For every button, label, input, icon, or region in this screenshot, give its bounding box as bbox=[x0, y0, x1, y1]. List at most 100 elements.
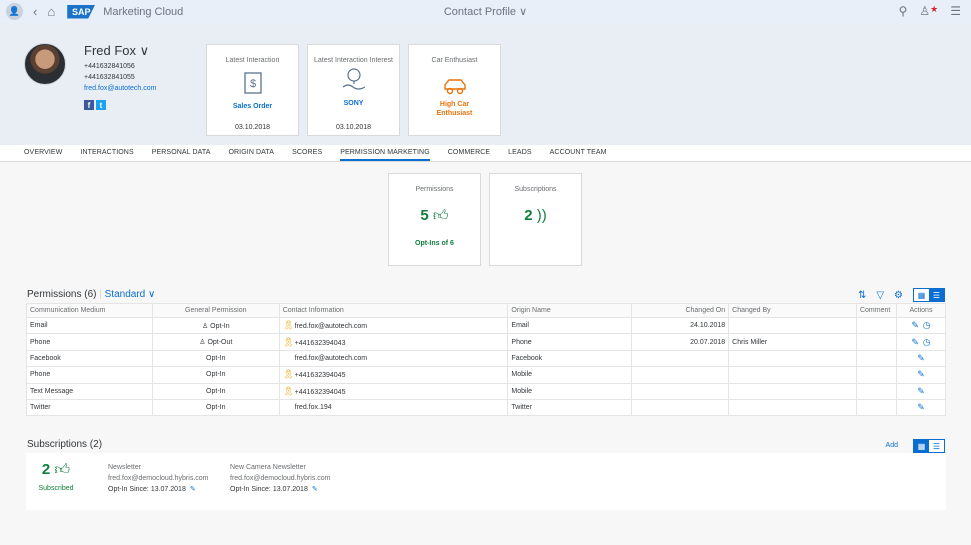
chevron-down-icon[interactable]: ∨ bbox=[519, 6, 528, 18]
edit-icon[interactable]: ✎ bbox=[917, 385, 925, 396]
subscription-item[interactable]: New Camera Newsletter fred.fox@democloud… bbox=[230, 462, 330, 495]
variant-selector[interactable]: Standard ∨ bbox=[104, 289, 156, 300]
column-header[interactable]: Changed On bbox=[631, 303, 730, 318]
table-row[interactable]: Facebook Opt-In fred.fox@autotech.com Face… bbox=[26, 349, 947, 368]
latest-interest-card[interactable]: Latest Interaction Interest SONY 03.10.2… bbox=[307, 44, 400, 136]
notifications-icon[interactable]: ♙★ bbox=[919, 4, 939, 18]
permissions-tile[interactable]: Permissions 5 👍︎ Opt-Ins of 6 bbox=[388, 173, 481, 266]
table-row[interactable]: Email ♙ Opt-In 🎗︎ fred.fox@autotech.com Ema… bbox=[26, 316, 947, 335]
list-view-icon[interactable]: ☰ bbox=[929, 289, 944, 301]
twitter-icon[interactable]: t bbox=[96, 100, 106, 110]
latest-interaction-card[interactable]: Latest Interaction $ Sales Order 03.10.2… bbox=[206, 44, 299, 136]
tab-leads[interactable]: LEADS bbox=[508, 149, 532, 156]
menu-icon[interactable]: ☰ bbox=[950, 4, 961, 18]
tab-commerce[interactable]: COMMERCE bbox=[447, 149, 491, 156]
changed-by-text: Chris Miller bbox=[732, 338, 768, 346]
facebook-icon[interactable]: f bbox=[84, 100, 94, 110]
page-title[interactable]: Contact Profile bbox=[443, 6, 517, 18]
sort-icon[interactable]: ⇅ bbox=[857, 289, 867, 301]
cell-medium: Facebook bbox=[26, 349, 153, 368]
person-icon: ♙ bbox=[199, 339, 206, 347]
medium-text: Text Message bbox=[30, 387, 74, 395]
edit-icon[interactable]: ✎ bbox=[917, 352, 925, 363]
tab-account-team[interactable]: ACCOUNT TEAM bbox=[549, 149, 607, 156]
page-title-menu[interactable]: Contact Profile ∨ bbox=[0, 5, 971, 18]
settings-icon[interactable]: ⚙ bbox=[894, 289, 903, 301]
tab-permission-marketing[interactable]: PERMISSION MARKETING bbox=[340, 145, 430, 161]
variant-label[interactable]: Standard bbox=[104, 289, 146, 300]
subscribed-value: 2 👍︎ bbox=[36, 461, 76, 479]
history-icon[interactable]: ◷ bbox=[922, 320, 931, 331]
cell-changed-by bbox=[728, 398, 857, 417]
cell-contact: 🎗︎ +441632394043 bbox=[278, 333, 509, 351]
edit-icon[interactable]: ✎ bbox=[917, 402, 925, 413]
contact-phone-1: +441632841056 bbox=[84, 63, 135, 70]
car-icon bbox=[409, 77, 500, 98]
tile-value: 2 )) bbox=[490, 207, 581, 224]
cell-comment bbox=[855, 316, 897, 335]
ribbon-icon: 🎗︎ bbox=[282, 369, 295, 380]
medium-text: Facebook bbox=[30, 354, 61, 362]
table-row[interactable]: Phone Opt-In 🎗︎ +441632394045 Mobile ✎ bbox=[26, 366, 947, 384]
cell-medium: Phone bbox=[26, 333, 153, 351]
grid-view-icon[interactable]: ▦ bbox=[914, 440, 929, 452]
document-dollar-icon: $ bbox=[207, 72, 298, 97]
grid-view-icon[interactable]: ▦ bbox=[914, 289, 929, 301]
sap-logo: SAP bbox=[67, 4, 96, 19]
edit-icon[interactable]: ✎ bbox=[911, 336, 919, 347]
cell-changed-by: Chris Miller bbox=[728, 333, 857, 351]
chevron-down-icon[interactable]: ∨ bbox=[139, 43, 150, 58]
cell-contact: fred.fox@autotech.com bbox=[278, 349, 509, 368]
tile-value-number: 5 bbox=[420, 207, 429, 224]
table-row[interactable]: Text Message Opt-In 🎗︎ +441632394045 Mobile… bbox=[26, 382, 947, 400]
search-icon[interactable]: ⚲ bbox=[898, 4, 908, 18]
back-icon[interactable]: ‹ bbox=[33, 4, 38, 19]
cell-comment bbox=[855, 398, 897, 417]
contact-text: fred.fox@autotech.com bbox=[294, 323, 368, 331]
contact-name[interactable]: Fred Fox ∨ bbox=[84, 43, 149, 59]
tile-value: 5 👍︎ bbox=[389, 207, 480, 225]
edit-icon[interactable]: ✎ bbox=[311, 486, 318, 493]
tile-title: Permissions bbox=[415, 186, 454, 193]
cell-comment bbox=[855, 333, 897, 351]
column-header[interactable]: Actions bbox=[895, 303, 947, 318]
tab-overview[interactable]: OVERVIEW bbox=[24, 149, 63, 156]
edit-icon[interactable]: ✎ bbox=[911, 320, 919, 331]
column-header[interactable]: Contact Information bbox=[278, 303, 509, 318]
column-header[interactable]: Comment bbox=[855, 303, 897, 318]
cell-contact: 🎗︎ +441632394045 bbox=[278, 382, 509, 400]
list-view-icon[interactable]: ☰ bbox=[929, 440, 944, 452]
column-header[interactable]: Origin Name bbox=[507, 303, 633, 318]
subscriptions-tile[interactable]: Subscriptions 2 )) bbox=[489, 173, 582, 266]
tile-subtitle: Opt-Ins of 6 bbox=[415, 240, 454, 247]
tab-interactions[interactable]: INTERACTIONS bbox=[80, 149, 134, 156]
tab-personal-data[interactable]: PERSONAL DATA bbox=[151, 149, 211, 156]
cell-origin: Mobile bbox=[507, 366, 633, 384]
column-header[interactable]: Changed By bbox=[728, 303, 857, 318]
cell-changed-by bbox=[728, 349, 857, 368]
column-header[interactable]: Communication Medium bbox=[26, 303, 153, 318]
edit-icon[interactable]: ✎ bbox=[917, 369, 925, 380]
table-row[interactable]: Twitter Opt-In fred.fox.194 Twitter ✎ bbox=[26, 398, 947, 417]
car-enthusiast-card[interactable]: Car Enthusiast High Car Enthusiast bbox=[408, 44, 501, 136]
home-icon[interactable]: ⌂ bbox=[47, 4, 56, 19]
contact-email[interactable]: fred.fox@autotech.com bbox=[84, 85, 157, 92]
user-avatar-button[interactable]: 👤 bbox=[6, 3, 23, 20]
edit-icon[interactable]: ✎ bbox=[189, 486, 196, 493]
subscription-title: Newsletter bbox=[108, 464, 142, 471]
column-header[interactable]: General Permission bbox=[151, 303, 280, 318]
add-subscription-button[interactable]: Add bbox=[885, 442, 898, 449]
medium-text: Phone bbox=[30, 371, 51, 379]
cell-changed-by bbox=[728, 316, 857, 335]
history-icon[interactable]: ◷ bbox=[922, 336, 931, 347]
cell-changed-on bbox=[631, 366, 730, 384]
tab-origin-data[interactable]: ORIGIN DATA bbox=[228, 149, 275, 156]
cell-medium: Twitter bbox=[26, 398, 153, 417]
optin-date: 13.07.2018 bbox=[272, 486, 308, 493]
subscription-item[interactable]: Newsletter fred.fox@democloud.hybris.com… bbox=[108, 462, 208, 495]
medium-text: Phone bbox=[30, 338, 51, 346]
table-row[interactable]: Phone ♙ Opt-Out 🎗︎ +441632394043 Phone 20.07… bbox=[26, 333, 947, 351]
cell-permission: ♙ Opt-Out bbox=[151, 333, 280, 351]
tab-scores[interactable]: SCORES bbox=[292, 149, 323, 156]
filter-icon[interactable]: ▽ bbox=[876, 289, 885, 301]
